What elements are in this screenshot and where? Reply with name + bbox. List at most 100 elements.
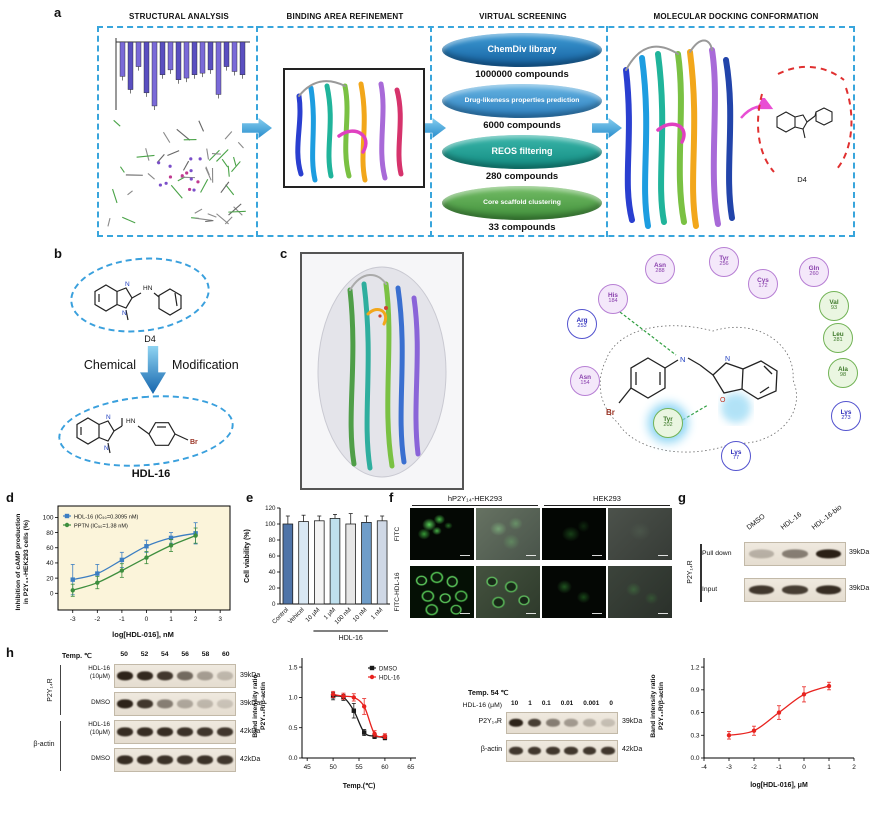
thumb-bar <box>151 41 158 107</box>
residue-tyr256: Tyr 256 <box>709 247 739 277</box>
y-tick-label: 20 <box>269 585 276 592</box>
blot-band <box>177 671 193 681</box>
thermal_shift-svg: 45 50 55 60 65 0.0 0.5 1.0 1.5 DMSO HDL-16 <box>288 658 416 771</box>
hdl16-n1-atom-label: N <box>106 414 111 421</box>
ts-row4-size: 42kDa <box>240 756 261 763</box>
stick-dot <box>189 177 193 181</box>
x-tick-label: 0 <box>802 764 806 771</box>
blot-band <box>137 699 153 709</box>
blot-band <box>177 755 193 765</box>
input-row-label: Input <box>702 586 718 593</box>
stick <box>207 213 217 218</box>
input-blot <box>744 578 846 602</box>
lane-label: 0 <box>609 700 613 707</box>
viability-chart-ylabel: Cell viability (%) <box>244 529 251 583</box>
panel-d-label: d <box>6 490 14 505</box>
screening-count: 1000000 compounds <box>475 69 569 80</box>
stick-dot <box>168 164 172 168</box>
data-point-marker <box>70 577 75 582</box>
ts-row1-size: 39kDa <box>240 672 261 679</box>
lane-label: 56 <box>181 651 189 658</box>
blot-band <box>782 549 808 559</box>
plot-frame <box>57 505 231 611</box>
chemical-text: Chemical <box>83 358 136 372</box>
blot-band <box>117 727 133 737</box>
ligand-interaction-svg: Br N N O <box>599 308 797 453</box>
cell-viability-chart: 0 20 40 60 80 100 120 Control Vehicel 10 μM 1 μM 10… <box>258 500 394 653</box>
stick-dot <box>192 188 196 192</box>
protein-surface-image <box>300 252 464 490</box>
screening-disk: ChemDiv library <box>442 33 602 67</box>
y-tick-label: 100 <box>265 521 276 528</box>
blot-band <box>217 755 233 765</box>
data-point-marker <box>361 704 367 709</box>
stick <box>211 152 221 155</box>
blot-band <box>815 585 841 595</box>
stick <box>231 161 241 173</box>
micrograph-row-fitc-hdl16: FITC-HDL-16 <box>394 572 401 612</box>
micrograph-group-hek293: HEK293 <box>593 494 621 503</box>
residue-ala98: Ala 98 <box>828 358 858 388</box>
blot-band <box>117 755 133 765</box>
blot-band <box>137 755 153 765</box>
x-tick-label: 0 <box>145 616 149 623</box>
ligand-o-atom-label: O <box>720 397 726 404</box>
micrograph-hp2y14-fitchdl-1 <box>410 566 474 618</box>
section-title-structural-analysis: STRUCTURAL ANALYSIS <box>129 12 229 21</box>
stick <box>216 149 229 162</box>
y-tick-label: 1.2 <box>690 664 699 671</box>
stick-dot <box>196 180 200 184</box>
ribbon-docking-svg <box>623 39 735 229</box>
stick-dot <box>189 169 193 173</box>
stick <box>145 148 150 161</box>
stick <box>167 150 180 156</box>
dose-blot-row2 <box>506 740 618 762</box>
structure-bars-thumbnail <box>115 38 250 110</box>
y-tick-label: 1.5 <box>288 664 297 671</box>
docking-pink-arrow-icon <box>740 98 774 119</box>
temp-header: Temp. ℃ <box>62 653 92 660</box>
ts-row4-blot <box>114 748 236 772</box>
blot-band <box>782 585 808 595</box>
y-tick-label: 80 <box>269 537 276 544</box>
stick-dot <box>168 175 173 179</box>
y-tick-label: 80 <box>46 530 54 537</box>
lane-label: 60 <box>222 651 230 658</box>
blot-band <box>749 549 775 559</box>
ligand-n1-atom-label: N <box>680 355 685 364</box>
x-tick-label: 1 <box>169 616 173 623</box>
blot-band <box>582 718 597 728</box>
ts-row2-blot <box>114 692 236 716</box>
x-tick-label: -2 <box>94 616 100 623</box>
blot-band <box>600 746 615 756</box>
stick-dot <box>198 157 202 161</box>
blot-band <box>217 671 233 681</box>
stick <box>206 148 210 160</box>
compound-hdl16-name: HDL-16 <box>131 468 171 480</box>
blot-band <box>564 718 579 728</box>
y-tick-label: 0 <box>50 590 54 597</box>
blot-band <box>509 746 524 756</box>
panel-a-label: a <box>54 5 62 20</box>
data-point-marker <box>144 544 149 549</box>
micrograph-group-hp2y14: hP2Y₁₄-HEK293 <box>447 494 503 503</box>
residue-name: Cys <box>757 276 769 284</box>
thumb-bar <box>223 41 230 67</box>
stick <box>208 149 220 161</box>
stick <box>233 156 237 166</box>
blot-band <box>545 718 560 728</box>
residue-number: 93 <box>830 305 838 312</box>
stick <box>205 220 214 223</box>
y-tick-label: 0.9 <box>690 687 699 694</box>
hdl16-br-atom-label: Br <box>190 439 198 446</box>
data-point-marker <box>372 731 377 736</box>
data-point-marker <box>776 710 782 715</box>
blot-band <box>197 727 213 737</box>
residue-cys172: Cys 172 <box>748 269 778 299</box>
residue-name: Tyr <box>719 254 729 262</box>
data-point-marker <box>95 580 100 585</box>
x-tick-label: 60 <box>381 764 389 771</box>
thumb-bar <box>175 41 182 80</box>
blot-band <box>815 549 841 559</box>
